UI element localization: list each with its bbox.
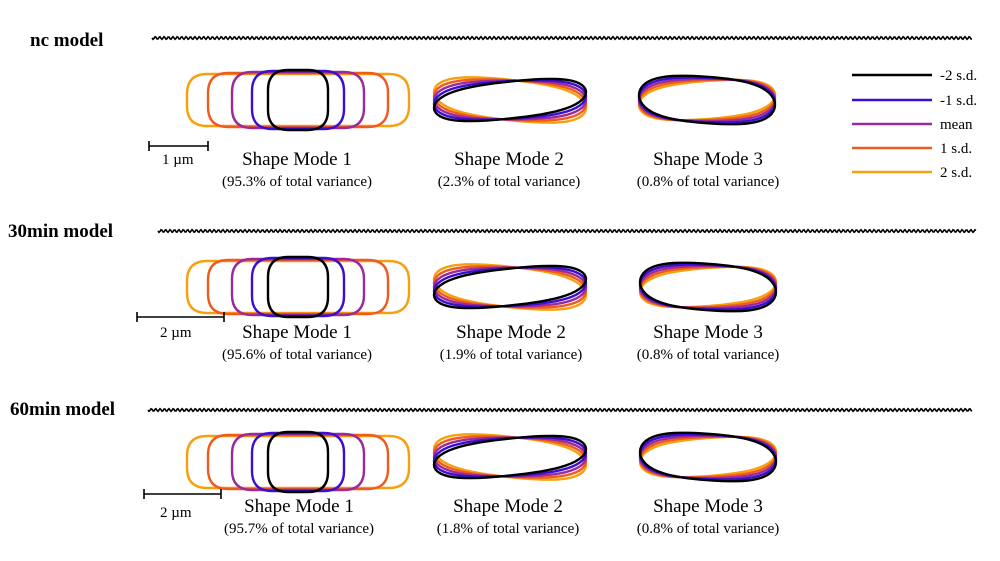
scale-bar-label: 1 µm (162, 152, 194, 168)
row-60min-model: 60min model 2 µm Shape Mode 1 (95.7% of … (10, 399, 973, 537)
scale-bar-label: 2 µm (160, 505, 192, 521)
mode-variance: (95.3% of total variance) (222, 174, 372, 190)
mode-title: Shape Mode 1 (244, 496, 354, 517)
contour-mean (230, 70, 366, 130)
mode-title: Shape Mode 2 (453, 496, 563, 517)
shape-mode-2-contours (432, 76, 588, 124)
contour-m1 (250, 256, 346, 318)
row-divider (147, 407, 973, 413)
contour-p1 (206, 71, 390, 129)
contour-m2 (266, 255, 330, 319)
contour-m2 (266, 68, 330, 132)
contour-m2 (638, 431, 778, 483)
contour-p1 (206, 258, 390, 316)
legend-label: mean (940, 117, 973, 133)
contour-p2 (185, 434, 411, 490)
legend-label: -1 s.d. (940, 93, 977, 109)
contour-m2 (637, 74, 777, 126)
legend: -2 s.d. -1 s.d. mean 1 s.d. 2 s.d. (852, 68, 977, 181)
mode-variance: (0.8% of total variance) (637, 174, 779, 190)
row-nc-model: nc model 1 µm Shape Mode 1 (95.3% of tot… (30, 30, 972, 190)
scale-bar: 1 µm (148, 141, 209, 168)
legend-item: 2 s.d. (852, 165, 972, 181)
shape-mode-1-contours (185, 255, 411, 319)
contour-p1 (432, 78, 588, 122)
contour-m2 (432, 434, 588, 480)
mode-title: Shape Mode 2 (454, 149, 564, 170)
mode-variance: (95.6% of total variance) (222, 347, 372, 363)
mode-variance: (0.8% of total variance) (637, 521, 779, 537)
scale-bar: 2 µm (143, 489, 222, 521)
mode-variance: (1.8% of total variance) (437, 521, 579, 537)
legend-item: 1 s.d. (852, 141, 972, 157)
scale-bar: 2 µm (136, 312, 225, 341)
contour-m2 (638, 261, 778, 313)
mode-title: Shape Mode 1 (242, 322, 352, 343)
mode-variance: (0.8% of total variance) (637, 347, 779, 363)
contour-m2 (266, 430, 330, 494)
contour-p1 (206, 433, 390, 491)
mode-variance: (95.7% of total variance) (224, 521, 374, 537)
mode-variance: (1.9% of total variance) (440, 347, 582, 363)
legend-item: -1 s.d. (852, 93, 977, 109)
contour-m1 (250, 431, 346, 493)
row-30min-model: 30min model 2 µm Shape Mode 1 (95.6% of … (8, 221, 977, 363)
legend-item: -2 s.d. (852, 68, 977, 84)
legend-label: -2 s.d. (940, 68, 977, 84)
contour-p2 (185, 72, 411, 128)
shape-mode-3-contours (638, 261, 778, 313)
row-divider (151, 35, 972, 41)
mode-title: Shape Mode 2 (456, 322, 566, 343)
contour-p1 (432, 265, 588, 309)
shape-mode-1-contours (185, 430, 411, 494)
legend-item: mean (852, 117, 973, 133)
shape-mode-2-contours (432, 433, 588, 481)
contour-p1 (432, 435, 588, 479)
shape-mode-2-contours (432, 263, 588, 311)
mode-title: Shape Mode 1 (242, 149, 352, 170)
mode-title: Shape Mode 3 (653, 322, 763, 343)
shape-mode-3-contours (638, 431, 778, 483)
row-divider (157, 228, 977, 234)
row-title: nc model (30, 30, 103, 51)
contour-m2 (432, 264, 588, 310)
scale-bar-label: 2 µm (160, 325, 192, 341)
legend-label: 2 s.d. (940, 165, 972, 181)
mode-title: Shape Mode 3 (653, 496, 763, 517)
shape-mode-3-contours (637, 74, 777, 126)
contour-p2 (185, 259, 411, 315)
shape-mode-1-contours (185, 68, 411, 132)
row-title: 30min model (8, 221, 113, 242)
legend-label: 1 s.d. (940, 141, 972, 157)
contour-mean (230, 257, 366, 317)
row-title: 60min model (10, 399, 115, 420)
contour-mean (230, 432, 366, 492)
mode-title: Shape Mode 3 (653, 149, 763, 170)
mode-variance: (2.3% of total variance) (438, 174, 580, 190)
contour-m1 (250, 69, 346, 131)
contour-m2 (432, 77, 588, 123)
